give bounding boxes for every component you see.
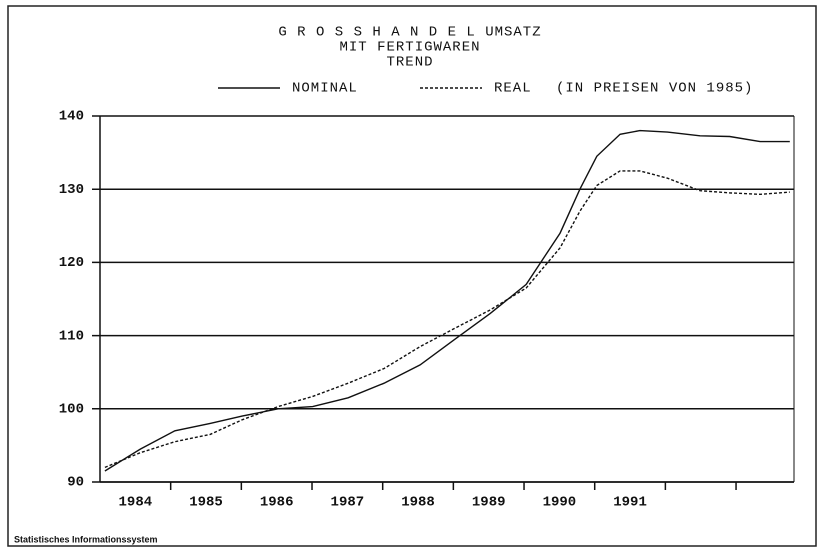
x-tick-label: 1990 — [543, 495, 577, 511]
series-line — [104, 170, 790, 469]
x-tick-label: 1984 — [119, 495, 153, 511]
note: (IN PREISEN VON 1985) — [556, 81, 753, 97]
y-tick-label: 120 — [59, 255, 84, 271]
y-tick-label: 100 — [59, 402, 84, 418]
x-tick-label: 1986 — [260, 495, 294, 511]
frame — [7, 5, 817, 547]
y-tick-label: 110 — [59, 328, 84, 344]
chart-title: G R O S S H A N D E L UMSATZ — [278, 25, 541, 41]
x-tick-label: 1985 — [189, 495, 223, 511]
series-line — [104, 129, 790, 472]
x-tick-label: 1991 — [613, 495, 647, 511]
legend-label: REAL — [494, 81, 532, 97]
x-tick-label: 1989 — [472, 495, 506, 511]
x-tick-label: 1987 — [331, 495, 365, 511]
x-tick-label: 1988 — [401, 495, 435, 511]
chart-subtitle: TREND — [386, 55, 433, 71]
chart-subtitle: MIT FERTIGWAREN — [339, 40, 480, 56]
legend-label: NOMINAL — [292, 81, 358, 97]
footer: Statistisches Informationssystem — [14, 534, 158, 544]
y-tick-label: 140 — [59, 109, 84, 125]
y-tick-label: 90 — [67, 475, 84, 491]
y-tick-label: 130 — [59, 182, 84, 198]
